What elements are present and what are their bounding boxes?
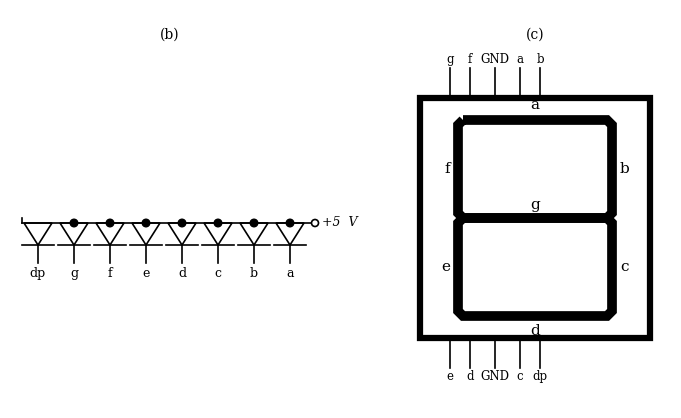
Text: c: c xyxy=(517,370,523,383)
Text: d: d xyxy=(530,324,540,338)
Text: GND: GND xyxy=(481,370,509,383)
Text: GND: GND xyxy=(481,53,509,66)
Text: e: e xyxy=(447,370,454,383)
Text: c: c xyxy=(215,267,221,280)
Circle shape xyxy=(311,219,319,227)
Text: a: a xyxy=(530,98,539,112)
Text: d: d xyxy=(466,370,474,383)
Circle shape xyxy=(70,219,78,227)
Text: f: f xyxy=(468,53,472,66)
Text: dp: dp xyxy=(30,267,46,280)
Text: (b): (b) xyxy=(160,28,180,42)
Text: e: e xyxy=(142,267,150,280)
Text: g: g xyxy=(70,267,78,280)
Circle shape xyxy=(178,219,186,227)
Text: c: c xyxy=(620,260,629,274)
Text: a: a xyxy=(516,53,524,66)
Text: f: f xyxy=(108,267,112,280)
Text: dp: dp xyxy=(533,370,548,383)
Circle shape xyxy=(142,219,150,227)
Circle shape xyxy=(286,219,294,227)
Circle shape xyxy=(106,219,114,227)
Text: e: e xyxy=(441,260,450,274)
Text: (c): (c) xyxy=(526,28,544,42)
Circle shape xyxy=(250,219,258,227)
Text: a: a xyxy=(286,267,294,280)
Bar xyxy=(420,98,650,338)
Text: f: f xyxy=(445,162,450,176)
Text: d: d xyxy=(178,267,186,280)
Text: g: g xyxy=(530,198,540,212)
Text: g: g xyxy=(446,53,454,66)
Text: b: b xyxy=(250,267,258,280)
Circle shape xyxy=(215,219,222,227)
Text: +5  V: +5 V xyxy=(322,217,358,229)
Text: b: b xyxy=(536,53,544,66)
Text: b: b xyxy=(620,162,630,176)
